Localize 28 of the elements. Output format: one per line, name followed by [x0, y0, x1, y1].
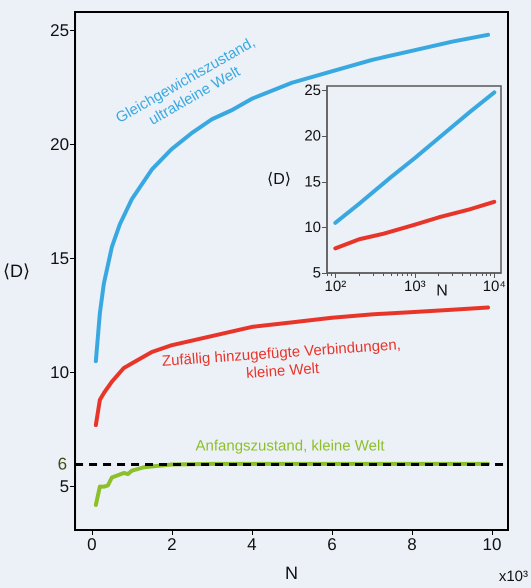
y-tick-label: 10: [50, 363, 70, 382]
y-axis-title: ⟨D⟩: [266, 171, 291, 188]
series-label: Zufällig hinzugefügte Verbindungen, kleine Welt: [161, 336, 402, 382]
x-tick-label: 8: [407, 535, 417, 554]
x-tick-label: 10²: [324, 278, 346, 295]
y-tick-label: 25: [50, 20, 70, 40]
ref-line-label: 6: [58, 454, 68, 474]
y-axis-title: ⟨D⟩: [2, 261, 30, 281]
y-tick-label: 10: [304, 218, 321, 236]
y-tick-label: 20: [50, 134, 70, 154]
x-tick-label: 2: [167, 535, 177, 554]
x-tick-label: 10³: [404, 278, 426, 295]
x-tick-label: 10⁴: [482, 278, 506, 295]
x-axis-title: N: [436, 282, 448, 300]
x-tick-label: 6: [327, 535, 337, 554]
x-axis-title: N: [285, 563, 298, 583]
text: x10³: [498, 568, 528, 585]
line-series: [94, 306, 490, 428]
x-tick-label: 10: [482, 535, 502, 554]
y-tick-label: 20: [304, 128, 321, 145]
x-tick-label: 4: [247, 535, 257, 554]
y-tick-label: 15: [304, 173, 321, 190]
y-tick-label: 15: [50, 248, 70, 268]
y-tick-label: 5: [312, 264, 321, 282]
series-label: Anfangszustand, kleine Welt: [195, 438, 386, 454]
y-tick-label: 25: [304, 82, 321, 100]
y-tick-label: 5: [60, 477, 70, 496]
x-tick-label: 0: [87, 535, 97, 554]
